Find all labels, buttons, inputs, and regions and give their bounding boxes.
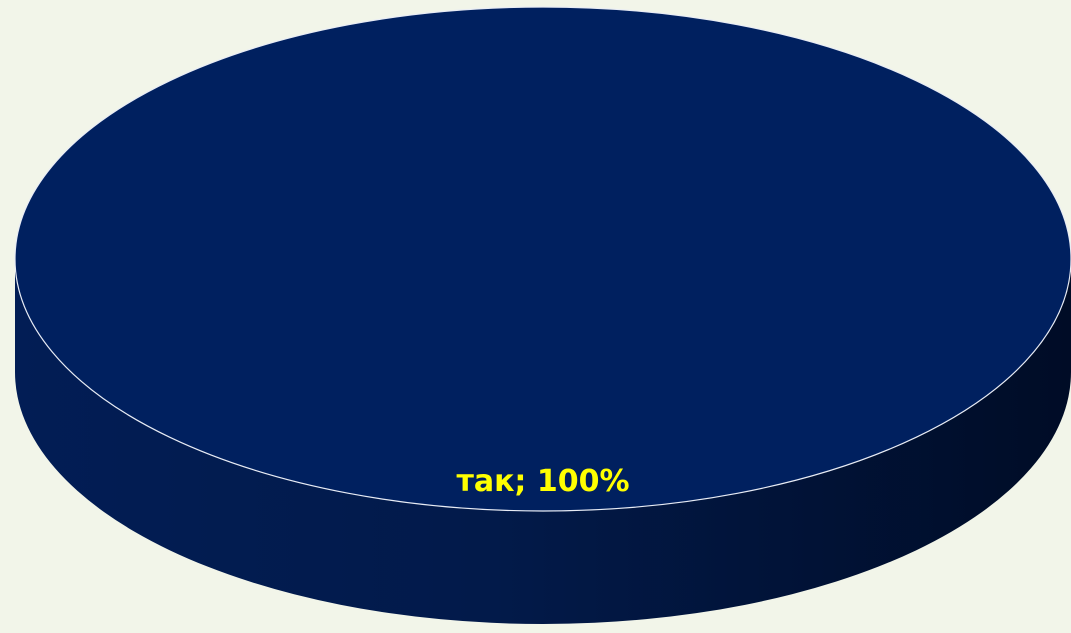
pie-slices (14, 6, 1071, 624)
pie-slice-side (15, 259, 1071, 624)
pie-slice-0 (14, 6, 1071, 512)
data-label: так; 100% (456, 464, 629, 499)
